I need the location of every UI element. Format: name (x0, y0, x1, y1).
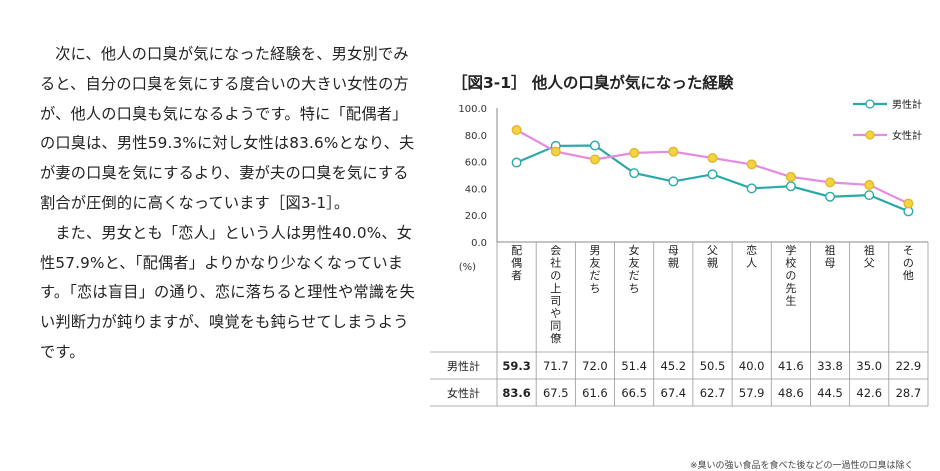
data-label: 41.6 (778, 359, 804, 373)
data-label: 44.5 (817, 386, 843, 400)
data-label: 61.6 (582, 386, 608, 400)
x-tick-label: 学校の先生 (785, 243, 796, 307)
y-tick-label: 60.0 (465, 158, 487, 169)
data-label: 67.5 (543, 386, 569, 400)
data-label: 22.9 (896, 359, 922, 373)
table-row-label: 男性計 (447, 359, 480, 373)
data-point (629, 147, 640, 158)
y-tick-label: 80.0 (465, 131, 487, 142)
data-point (746, 183, 757, 194)
x-tick-label: 祖母 (825, 243, 836, 270)
x-tick-label: 母親 (668, 244, 679, 270)
data-label: 50.5 (700, 359, 726, 373)
data-point (825, 191, 836, 202)
x-tick-label: 会社の上司や同僚 (550, 244, 561, 345)
data-point (511, 157, 522, 168)
data-point (746, 159, 757, 170)
chart-title: ［図3-1］ 他人の口臭が気になった経験 (452, 74, 734, 92)
y-tick-label: 100.0 (458, 104, 487, 115)
data-point (707, 169, 718, 180)
data-point (825, 177, 836, 188)
data-point (589, 154, 600, 165)
x-tick-label: その他 (903, 244, 914, 282)
data-label: 67.4 (661, 386, 687, 400)
data-label: 71.7 (543, 359, 569, 373)
data-label: 48.6 (778, 386, 804, 400)
data-label: 72.0 (582, 359, 608, 373)
data-point (589, 140, 600, 151)
data-point (550, 146, 561, 157)
article-paragraph-1: 次に、他人の口臭が気になった経験を、男女別でみると、自分の口臭を気にする度合いの… (40, 45, 415, 212)
x-tick-label: 恋人 (746, 243, 757, 270)
data-label: 35.0 (856, 359, 882, 373)
data-label: 28.7 (896, 386, 922, 400)
legend-label: 女性計 (892, 129, 922, 142)
data-point (785, 171, 796, 182)
data-point (668, 146, 679, 157)
table-row-label: 女性計 (447, 386, 480, 400)
data-label: 83.6 (502, 386, 530, 400)
data-point (668, 176, 679, 187)
x-tick-label: 祖父 (864, 243, 875, 270)
y-tick-label: 40.0 (465, 184, 487, 195)
data-label: 33.8 (817, 359, 843, 373)
data-label: 51.4 (621, 359, 647, 373)
article-text: 次に、他人の口臭が気になった経験を、男女別でみると、自分の口臭を気にする度合いの… (40, 40, 420, 368)
data-point (864, 190, 875, 201)
data-label: 66.5 (621, 386, 647, 400)
data-label: 40.0 (739, 359, 765, 373)
legend-marker (865, 130, 875, 140)
data-point (707, 152, 718, 163)
x-tick-label: 女友だち (629, 243, 640, 295)
data-point (903, 198, 914, 209)
y-tick-label: 0.0 (471, 238, 487, 249)
x-tick-label: 配偶者 (511, 244, 522, 282)
legend-label: 男性計 (892, 98, 922, 111)
footnote: ※臭いの強い食品を食べた後などの一過性の口臭は除く (690, 461, 914, 471)
data-point (864, 179, 875, 190)
data-label: 45.2 (661, 359, 687, 373)
series-line (516, 129, 909, 205)
data-label: 57.9 (739, 386, 765, 400)
y-tick-label: 20.0 (465, 211, 487, 222)
legend-marker (865, 99, 875, 109)
data-label: 42.6 (856, 386, 882, 400)
data-point (785, 181, 796, 192)
data-label: 59.3 (502, 359, 530, 373)
x-tick-label: 男友だち (589, 244, 600, 295)
data-point (511, 124, 522, 135)
x-tick-label: 父親 (707, 244, 718, 270)
data-label: 62.7 (700, 386, 726, 400)
data-point (629, 168, 640, 179)
article-paragraph-2: また、男女とも「恋人」という人は男性40.0%、女性57.9%と、「配偶者」より… (40, 223, 415, 361)
y-axis-label: (%) (459, 262, 476, 273)
